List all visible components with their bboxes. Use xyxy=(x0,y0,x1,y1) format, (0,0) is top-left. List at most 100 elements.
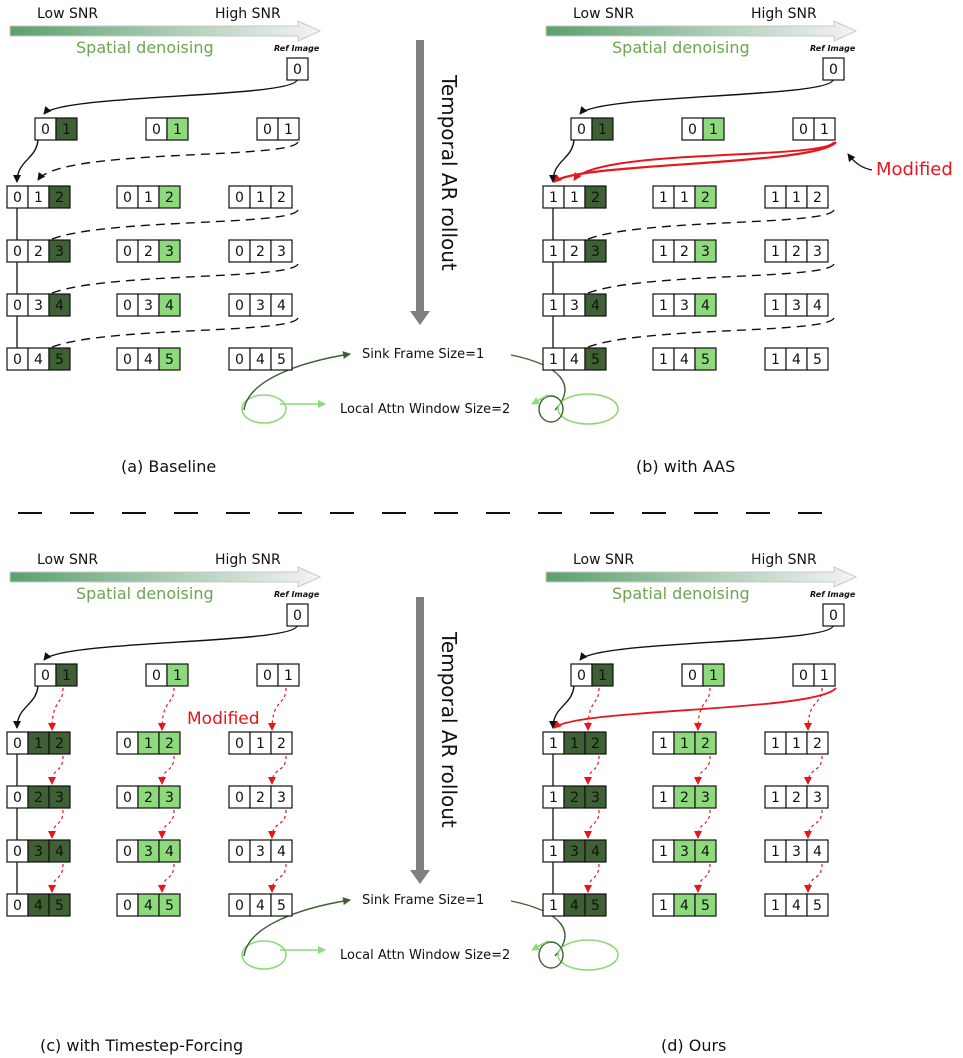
frame-cell-value: 0 xyxy=(123,352,132,368)
frame-cell-value: 3 xyxy=(277,790,286,806)
frame-cell-value: 4 xyxy=(792,898,801,914)
frame-cell-value: 0 xyxy=(152,668,161,684)
frame-cell xyxy=(591,117,614,141)
frame-cell-value: 1 xyxy=(284,122,293,138)
frame-cell-value: 5 xyxy=(277,898,286,914)
low-snr-label: Low SNR xyxy=(37,552,98,568)
panel-caption: (c) with Timestep-Forcing xyxy=(40,1036,243,1055)
labels-layer: Low SNR High SNR Spatial denoising Ref Imag… xyxy=(37,6,953,1055)
frame-cell-value: 0 xyxy=(13,352,22,368)
timestep-forcing-arrow xyxy=(804,687,823,731)
rollout-dashed-arrow xyxy=(37,317,299,357)
timestep-forcing-arrow xyxy=(268,755,287,785)
frame-cell-value: 4 xyxy=(34,898,43,914)
frame-cell-value: 1 xyxy=(709,122,718,138)
rollout-dashed-arrow xyxy=(573,141,835,181)
frame-cell-value: 0 xyxy=(263,122,272,138)
frame-cell-value: 0 xyxy=(688,668,697,684)
high-snr-label: High SNR xyxy=(751,552,817,568)
temporal-arrow-shaft xyxy=(416,40,424,313)
frame-cell xyxy=(806,893,829,917)
frame-cell-value: 0 xyxy=(235,898,244,914)
frame-cell xyxy=(158,893,181,917)
local-window-arrow xyxy=(531,940,549,951)
timestep-forcing-arrow xyxy=(48,687,64,731)
ref-image-label: Ref Image xyxy=(274,590,320,599)
frame-cell-value: 5 xyxy=(591,898,600,914)
timestep-forcing-arrow xyxy=(694,863,711,893)
frame-cell xyxy=(158,185,181,209)
frame-cell xyxy=(270,731,293,755)
snr-gradient-arrow xyxy=(9,20,322,42)
frame-cell xyxy=(48,239,71,263)
frame-cell-value: 4 xyxy=(277,298,286,314)
frame-cell-value: 4 xyxy=(813,844,822,860)
frame-cell-value: 5 xyxy=(165,352,174,368)
frame-cell-value: 0 xyxy=(235,844,244,860)
frame-cell-value: 2 xyxy=(680,790,689,806)
frame-cell-value: 4 xyxy=(256,352,265,368)
frame-cell-value: 1 xyxy=(659,190,668,206)
panel-caption: (b) with AAS xyxy=(636,457,735,476)
temporal-rollout-label: Temporal AR rollout xyxy=(437,631,461,828)
ref-image-box xyxy=(286,57,309,81)
frame-cell xyxy=(158,293,181,317)
frame-cell xyxy=(158,731,181,755)
frame-cell xyxy=(158,347,181,371)
frame-cell-value: 1 xyxy=(659,244,668,260)
frame-cell-value: 3 xyxy=(591,244,600,260)
frame-cell-value: 1 xyxy=(771,898,780,914)
frame-cell-value: 2 xyxy=(165,190,174,206)
frame-cell-value: 0 xyxy=(13,736,22,752)
frame-cell-value: 2 xyxy=(256,244,265,260)
timestep-forcing-arrow xyxy=(694,687,711,731)
frame-cell-value: 5 xyxy=(55,352,64,368)
timestep-forcing-arrow xyxy=(694,809,711,839)
frame-cell-value: 1 xyxy=(820,668,829,684)
ref-image-label: Ref Image xyxy=(810,590,856,599)
frame-cell xyxy=(694,347,717,371)
frame-cell-value: 4 xyxy=(256,898,265,914)
timestep-forcing-arrow xyxy=(48,863,64,893)
frame-cell-value: 1 xyxy=(771,844,780,860)
frame-cell-value: 1 xyxy=(549,244,558,260)
frame-cell-value: 3 xyxy=(165,790,174,806)
ref-image-label: Ref Image xyxy=(810,44,856,53)
spatial-denoising-label: Spatial denoising xyxy=(76,38,214,57)
local-window-ellipse xyxy=(241,394,287,424)
ref-image-value: 0 xyxy=(293,608,302,624)
frame-cell-value: 4 xyxy=(680,898,689,914)
frame-cell xyxy=(806,239,829,263)
frame-cell-value: 4 xyxy=(55,844,64,860)
timestep-forcing-arrow xyxy=(48,809,64,839)
frame-cell-value: 1 xyxy=(771,190,780,206)
frame-cell-value: 2 xyxy=(591,736,600,752)
frame-cell-value: 1 xyxy=(256,190,265,206)
frame-cell-value: 0 xyxy=(13,190,22,206)
rollout-dashed-arrow xyxy=(573,209,835,249)
frame-cell xyxy=(166,663,189,687)
frame-cell-value: 0 xyxy=(235,352,244,368)
first-to-second-arrow xyxy=(13,685,39,729)
frame-cell-value: 0 xyxy=(13,898,22,914)
frame-cell-value: 1 xyxy=(256,736,265,752)
timestep-forcing-arrow xyxy=(158,863,175,893)
frame-cell-value: 1 xyxy=(570,190,579,206)
frame-cell xyxy=(277,117,300,141)
frame-cell-value: 4 xyxy=(34,352,43,368)
frame-cell xyxy=(584,839,607,863)
frame-cell xyxy=(694,239,717,263)
rollout-dashed-arrow xyxy=(37,263,299,303)
frame-cell-value: 2 xyxy=(277,736,286,752)
local-window-label: Local Attn Window Size=2 xyxy=(340,948,510,963)
frame-cell-value: 4 xyxy=(55,298,64,314)
frame-cell-value: 3 xyxy=(701,244,710,260)
local-window-ellipse xyxy=(241,940,287,970)
frame-cell-value: 3 xyxy=(680,844,689,860)
frame-cell-value: 1 xyxy=(549,844,558,860)
frame-cell xyxy=(158,839,181,863)
frame-cell xyxy=(702,663,725,687)
panel-caption: (a) Baseline xyxy=(121,457,216,476)
frame-cell xyxy=(694,893,717,917)
frame-cell-value: 2 xyxy=(570,244,579,260)
